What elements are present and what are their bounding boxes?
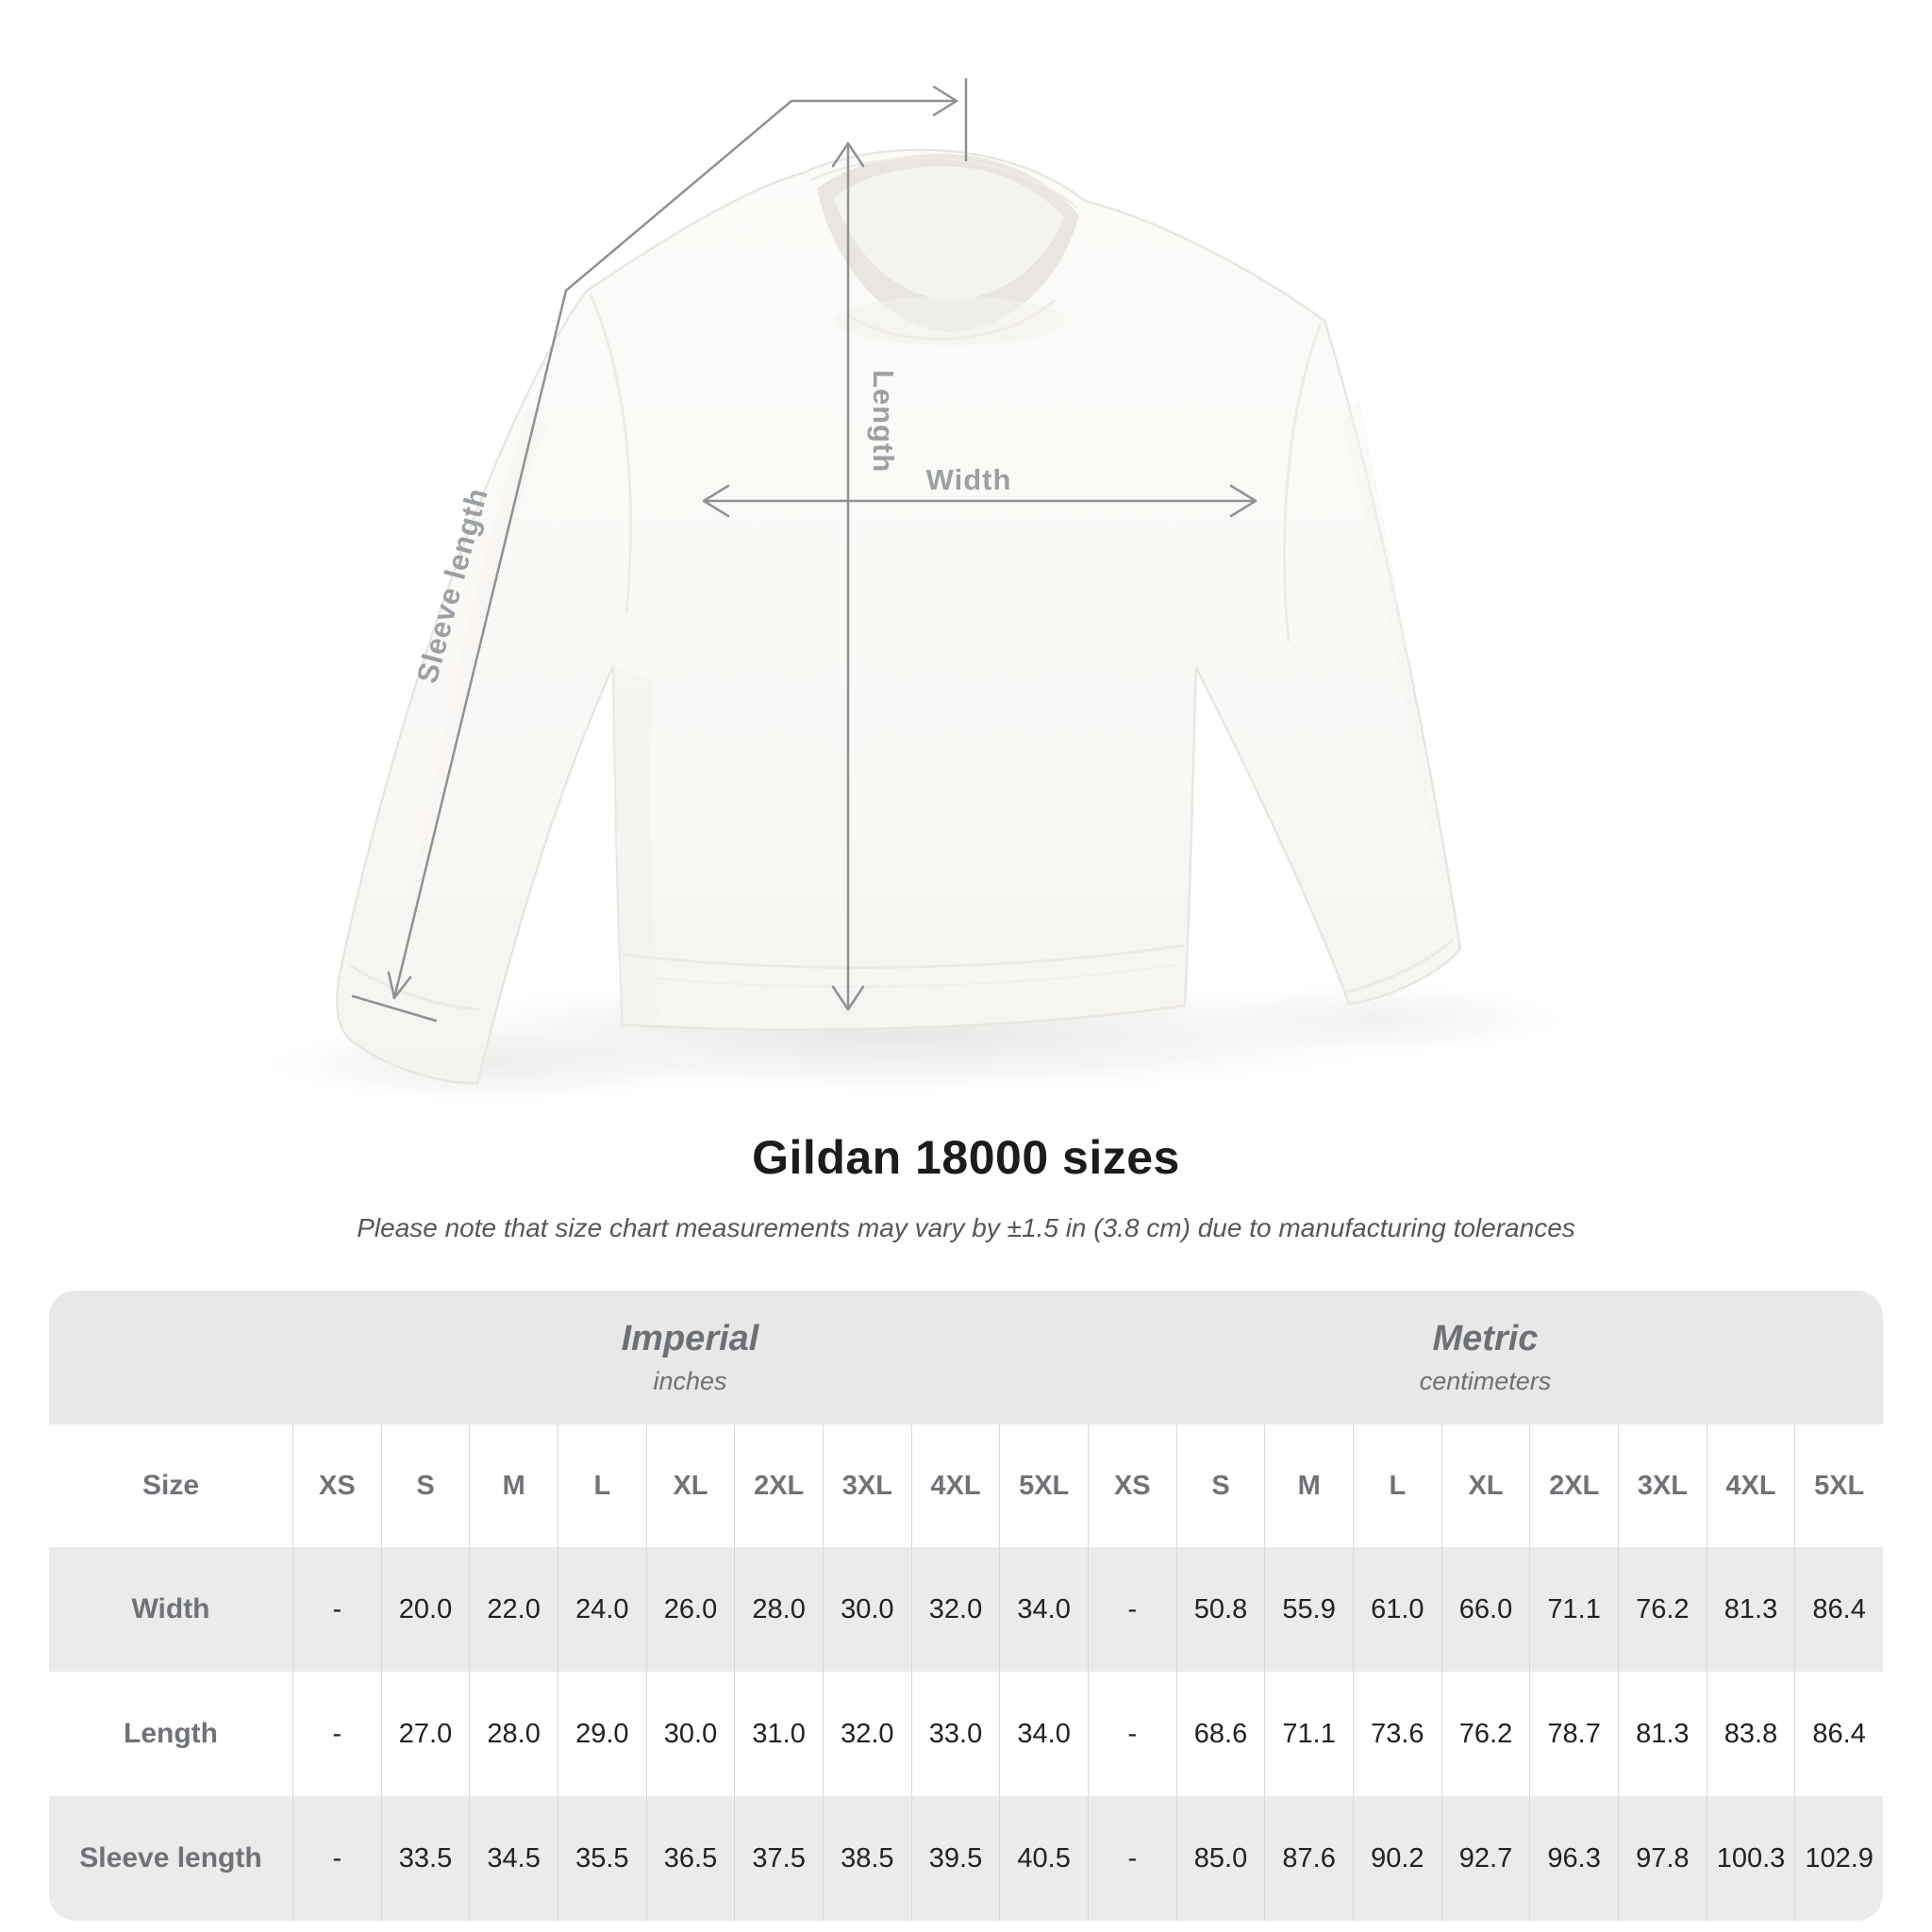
value-metric-5XL: 86.4 <box>1794 1547 1883 1672</box>
value-metric-2XL: 71.1 <box>1529 1547 1618 1672</box>
size-col-header-imperial-S: S <box>380 1424 470 1547</box>
value-metric-3XL: 97.8 <box>1617 1796 1707 1921</box>
value-imperial-XS: - <box>292 1672 381 1796</box>
value-imperial-L: 24.0 <box>557 1547 646 1672</box>
value-imperial-2XL: 28.0 <box>734 1547 823 1672</box>
sleeve-length-arrow <box>351 77 968 1023</box>
value-metric-XL: 66.0 <box>1441 1547 1530 1672</box>
value-imperial-3XL: 30.0 <box>822 1547 911 1672</box>
value-metric-4XL: 81.3 <box>1706 1547 1795 1672</box>
value-imperial-4XL: 39.5 <box>910 1796 1000 1921</box>
row-label-length: Length <box>49 1672 292 1796</box>
size-header-corner: Size <box>49 1424 292 1547</box>
value-metric-XS: - <box>1087 1796 1176 1921</box>
metric-label: Metric <box>1432 1319 1539 1358</box>
size-col-header-imperial-3XL: 3XL <box>822 1424 911 1547</box>
page-subtitle: Please note that size chart measurements… <box>357 1213 1575 1242</box>
value-imperial-4XL: 32.0 <box>910 1547 1000 1672</box>
value-imperial-XL: 30.0 <box>645 1672 735 1796</box>
size-col-header-metric-2XL: 2XL <box>1529 1424 1618 1547</box>
value-imperial-2XL: 31.0 <box>734 1672 823 1796</box>
value-imperial-L: 29.0 <box>557 1672 646 1796</box>
size-col-header-metric-L: L <box>1352 1424 1441 1547</box>
value-metric-4XL: 100.3 <box>1706 1796 1795 1921</box>
size-col-header-metric-M: M <box>1264 1424 1353 1547</box>
size-col-header-metric-S: S <box>1175 1424 1265 1547</box>
value-metric-M: 87.6 <box>1264 1796 1353 1921</box>
unit-group-metric: Metric centimeters <box>1087 1291 1883 1424</box>
value-imperial-5XL: 34.0 <box>999 1547 1088 1672</box>
row-label-width: Width <box>49 1547 292 1672</box>
value-imperial-M: 22.0 <box>469 1547 558 1672</box>
size-col-header-imperial-XS: XS <box>292 1424 381 1547</box>
value-imperial-XS: - <box>292 1796 381 1921</box>
value-metric-S: 85.0 <box>1175 1796 1265 1921</box>
size-table-grid: Imperial inches Metric centimeters Size X… <box>49 1291 1883 1921</box>
size-col-header-metric-XS: XS <box>1087 1424 1176 1547</box>
sweatshirt-shape <box>336 148 1462 1085</box>
value-imperial-XL: 26.0 <box>645 1547 735 1672</box>
page-title: Gildan 18000 sizes <box>752 1131 1180 1184</box>
value-imperial-XL: 36.5 <box>645 1796 735 1921</box>
metric-sublabel: centimeters <box>1419 1367 1552 1395</box>
value-imperial-S: 27.0 <box>380 1672 470 1796</box>
value-metric-S: 50.8 <box>1175 1547 1265 1672</box>
value-metric-4XL: 83.8 <box>1706 1672 1795 1796</box>
length-label: Length <box>867 370 900 473</box>
value-imperial-S: 33.5 <box>380 1796 470 1921</box>
size-col-header-metric-4XL: 4XL <box>1706 1424 1795 1547</box>
value-metric-M: 55.9 <box>1264 1547 1353 1672</box>
size-col-header-imperial-4XL: 4XL <box>910 1424 1000 1547</box>
size-col-header-imperial-2XL: 2XL <box>734 1424 823 1547</box>
value-imperial-2XL: 37.5 <box>734 1796 823 1921</box>
value-metric-2XL: 78.7 <box>1529 1672 1618 1796</box>
value-metric-L: 73.6 <box>1352 1672 1441 1796</box>
width-arrow <box>702 484 1257 518</box>
value-metric-5XL: 86.4 <box>1794 1672 1883 1796</box>
row-label-sleeve-length: Sleeve length <box>49 1796 292 1921</box>
value-metric-L: 61.0 <box>1352 1547 1441 1672</box>
value-imperial-XS: - <box>292 1547 381 1672</box>
length-arrow <box>831 142 865 1011</box>
unit-band-corner <box>49 1291 292 1424</box>
value-imperial-M: 34.5 <box>469 1796 558 1921</box>
size-col-header-imperial-5XL: 5XL <box>999 1424 1088 1547</box>
value-metric-XL: 76.2 <box>1441 1672 1530 1796</box>
value-metric-XS: - <box>1087 1547 1176 1672</box>
size-col-header-imperial-L: L <box>557 1424 646 1547</box>
size-col-header-imperial-M: M <box>469 1424 558 1547</box>
imperial-sublabel: inches <box>653 1367 727 1395</box>
value-imperial-3XL: 32.0 <box>822 1672 911 1796</box>
value-imperial-5XL: 40.5 <box>999 1796 1088 1921</box>
size-col-header-imperial-XL: XL <box>645 1424 735 1547</box>
value-metric-XL: 92.7 <box>1441 1796 1530 1921</box>
value-imperial-5XL: 34.0 <box>999 1672 1088 1796</box>
value-metric-5XL: 102.9 <box>1794 1796 1883 1921</box>
value-imperial-3XL: 38.5 <box>822 1796 911 1921</box>
value-metric-L: 90.2 <box>1352 1796 1441 1921</box>
unit-group-imperial: Imperial inches <box>292 1291 1088 1424</box>
value-imperial-L: 35.5 <box>557 1796 646 1921</box>
value-metric-3XL: 81.3 <box>1617 1672 1707 1796</box>
width-label: Width <box>926 463 1012 496</box>
value-metric-XS: - <box>1087 1672 1176 1796</box>
size-col-header-metric-5XL: 5XL <box>1794 1424 1883 1547</box>
value-imperial-4XL: 33.0 <box>910 1672 1000 1796</box>
value-metric-M: 71.1 <box>1264 1672 1353 1796</box>
value-metric-2XL: 96.3 <box>1529 1796 1618 1921</box>
value-metric-3XL: 76.2 <box>1617 1547 1707 1672</box>
sweatshirt-illustration: Width Length Sleeve length <box>245 77 1585 1108</box>
size-col-header-metric-XL: XL <box>1441 1424 1530 1547</box>
value-imperial-S: 20.0 <box>380 1547 470 1672</box>
value-imperial-M: 28.0 <box>469 1672 558 1796</box>
imperial-label: Imperial <box>621 1319 759 1358</box>
size-col-header-metric-3XL: 3XL <box>1617 1424 1707 1547</box>
value-metric-S: 68.6 <box>1175 1672 1265 1796</box>
size-table: Imperial inches Metric centimeters Size X… <box>49 1291 1883 1921</box>
